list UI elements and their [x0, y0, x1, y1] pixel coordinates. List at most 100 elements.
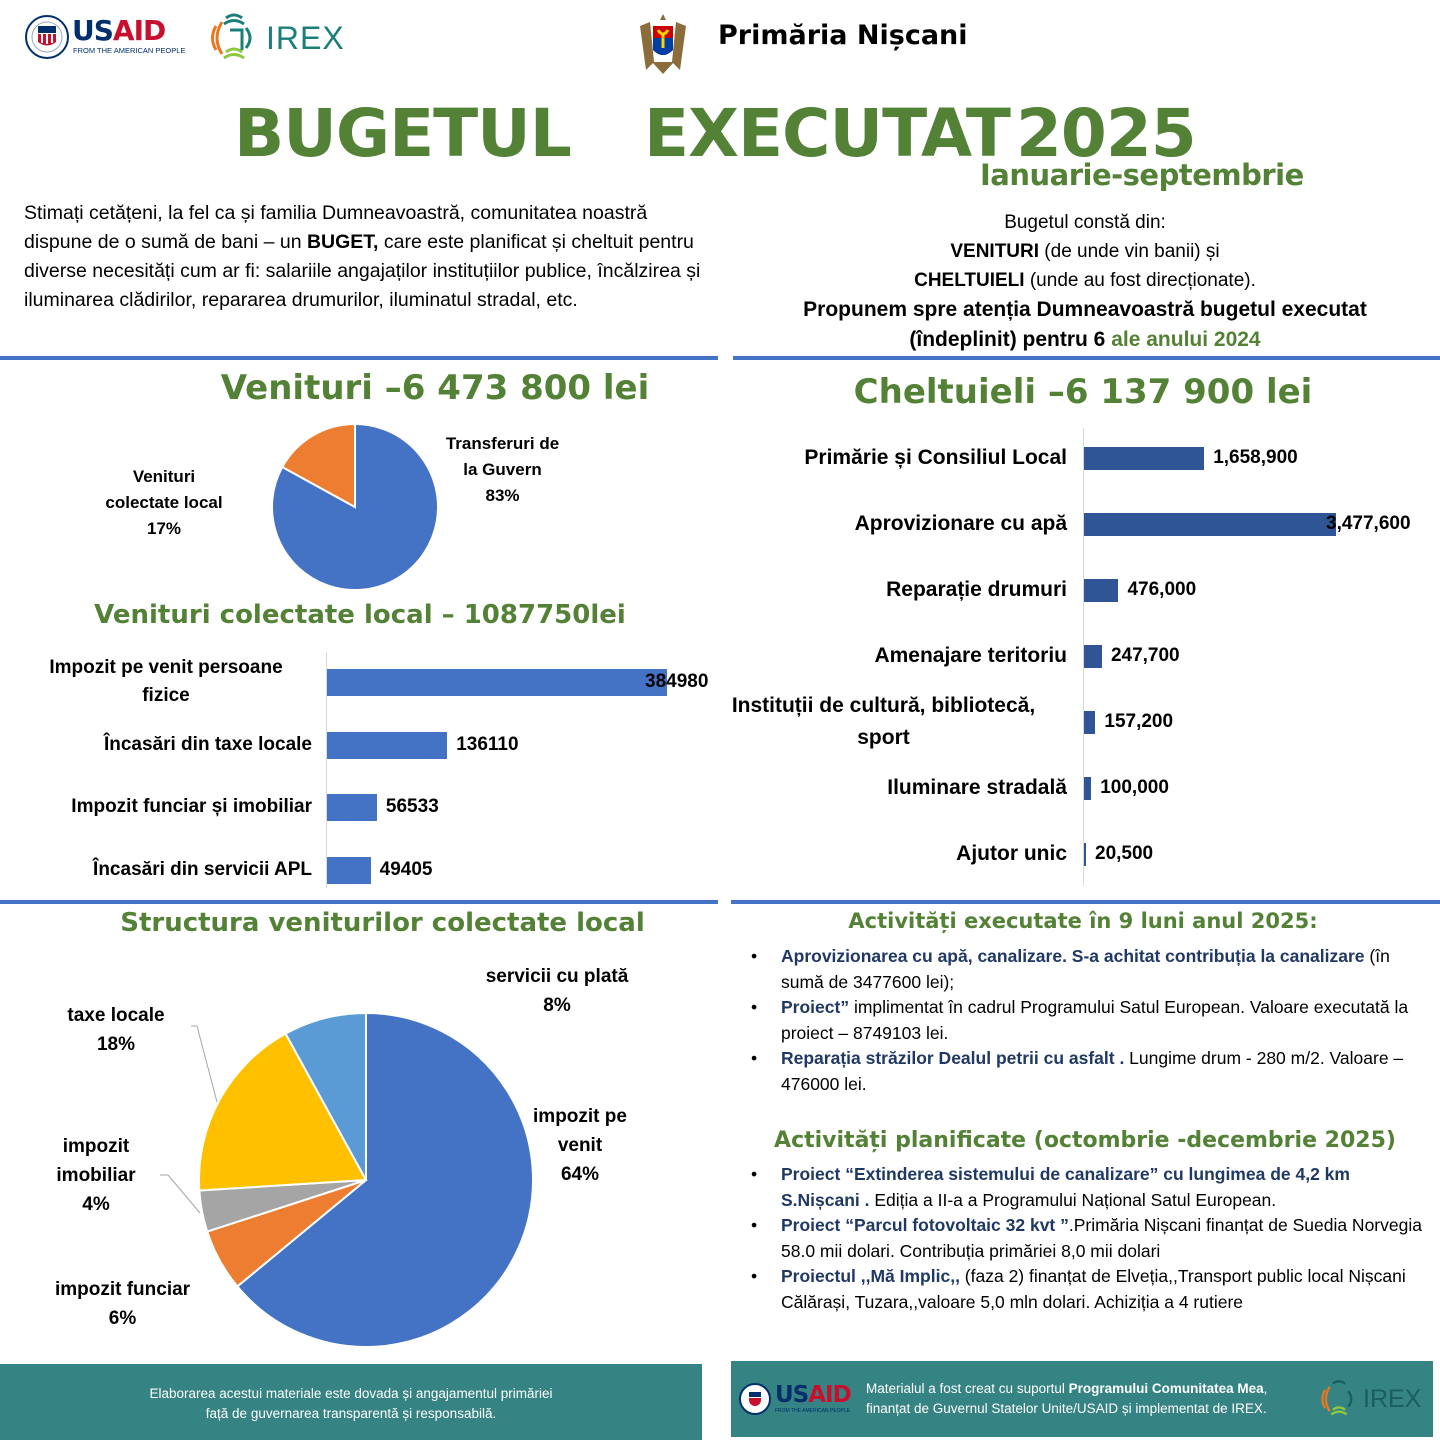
local-revenue-category-label: Impozit pe venit persoane fizice	[20, 654, 312, 710]
expenses-bar	[1084, 446, 1205, 470]
category-label-line: Amenajare teritoriu	[874, 644, 1067, 667]
local-revenue-value-label: 49405	[379, 859, 433, 880]
category-label-line: Încasări din taxe locale	[103, 734, 312, 755]
expenses-bar	[1084, 644, 1102, 668]
local-revenue-value-label: 56533	[385, 796, 439, 817]
pie-percent: 17%	[146, 519, 182, 538]
pie-label-line: imobiliar	[56, 1165, 136, 1186]
footer-credit-text: Materialul a fost creat cu suportul Prog…	[866, 1379, 1336, 1419]
local-revenue-bar	[327, 856, 371, 884]
category-label-line: fizice	[142, 685, 190, 706]
activity-text: Lungime drum - 280 m/2. Valoare – 476000…	[781, 1048, 1404, 1094]
budget-info-bold: CHELTUIELI	[914, 270, 1025, 291]
pie-label-line: colectate local	[105, 493, 223, 512]
bullet-icon: •	[751, 946, 758, 966]
footer-irex-wordmark: IREX	[1363, 1385, 1422, 1413]
activity-text: implimentat în cadrul Programului Satul …	[781, 997, 1409, 1043]
irex-wordmark: IREX	[266, 20, 345, 56]
expenses-bar	[1084, 578, 1119, 602]
category-label-line: sport	[857, 726, 910, 749]
intro-text: Stimați cetățeni, la fel ca și familia D…	[24, 202, 648, 253]
category-label-line: Impozit funciar și imobiliar	[71, 796, 312, 817]
footer-usaid-logo: USAID	[775, 1383, 852, 1407]
category-label-line: Iluminare stradală	[887, 776, 1067, 799]
expenses-bar	[1084, 512, 1336, 536]
local-revenue-bar	[327, 793, 377, 821]
intro-paragraph: Stimați cetățeni, la fel ca și familia D…	[24, 199, 704, 315]
expenses-bar	[1084, 710, 1096, 734]
activity-bold: Proiect “Extinderea sistemului de canali…	[781, 1164, 1350, 1210]
irex-logo: IREX	[208, 12, 344, 64]
budget-info-text: (unde au fost direcționate).	[1024, 270, 1256, 291]
budget-info: Bugetul constă din: VENITURI (de unde vi…	[735, 208, 1435, 355]
pie-label-line: impozit pe	[533, 1106, 627, 1127]
category-label-line: Reparație drumuri	[886, 578, 1067, 601]
activity-text: (faza 2) finanțat de Elveția,,Transport …	[781, 1266, 1406, 1312]
activities-planned-title: Activități planificate (octombrie -decem…	[774, 1128, 1396, 1153]
local-revenue-bar	[327, 668, 667, 696]
usaid-seal-icon	[739, 1383, 771, 1415]
list-item: • Proiect “Parcul fotovoltaic 32 kvt ”.Pr…	[749, 1213, 1429, 1264]
usaid-wordmark-aid: AID	[112, 14, 166, 47]
budget-info-line: VENITURI (de unde vin banii) și	[735, 237, 1435, 266]
category-label-line: Aprovizionare cu apă	[854, 512, 1067, 535]
category-label-line: Încasări din servicii APL	[93, 859, 312, 880]
pie-percent: 8%	[543, 995, 571, 1016]
bullet-icon: •	[751, 1266, 758, 1286]
period-subtitle: Ianuarie-septembrie	[980, 158, 1304, 192]
budget-info-bold: VENITURI	[950, 241, 1040, 262]
bullet-icon: •	[751, 1215, 758, 1235]
expenses-category-label: Aprovizionare cu apă	[700, 508, 1067, 540]
activities-planned-list: • Proiect “Extinderea sistemului de canal…	[749, 1162, 1429, 1315]
footer-text: față de guvernarea transparentă și respo…	[205, 1406, 497, 1421]
pie-percent: 18%	[96, 1034, 136, 1055]
local-revenue-bar	[327, 731, 448, 759]
title-word-year: 2025	[1016, 95, 1197, 172]
section-divider	[0, 356, 718, 360]
category-label-line: Ajutor unic	[956, 842, 1067, 865]
section-divider	[0, 900, 718, 904]
revenue-title: Venituri –6 473 800 lei	[220, 368, 650, 408]
footer-text: ,	[1263, 1381, 1268, 1396]
local-revenue-value-label: 136110	[456, 734, 519, 755]
list-item: • Reparația străzilor Dealul petrii cu as…	[749, 1046, 1429, 1097]
local-revenue-category-label: Impozit funciar și imobiliar	[20, 793, 312, 821]
structure-title: Structura veniturilor colectate local	[120, 908, 645, 938]
leader-line	[167, 1174, 201, 1214]
irex-mark-icon	[211, 13, 252, 60]
leader-line	[196, 1025, 218, 1103]
pie-label-paid-services: servicii cu plată 8%	[478, 962, 636, 1020]
category-label-line: Impozit pe venit persoane	[49, 657, 283, 678]
intro-bold: BUGET,	[306, 231, 379, 253]
expenses-category-label: Ajutor unic	[700, 838, 1067, 870]
budget-info-line: CHELTUIELI (unde au fost direcționate).	[735, 266, 1435, 295]
bullet-icon: •	[751, 1164, 758, 1184]
expenses-bar	[1084, 842, 1086, 866]
pie-label-line: impozit funciar	[54, 1279, 191, 1300]
pie-label-property-tax: impozit imobiliar 4%	[40, 1132, 152, 1219]
footer-text: Elaborarea acestui materiale este dovada…	[149, 1386, 553, 1401]
pie-label-line: Venituri	[132, 467, 196, 486]
activity-bold: Proiectul ,,Mă Implic,,	[781, 1266, 960, 1286]
pie-label-government-transfers: Transferuri de la Guvern 83%	[420, 431, 585, 509]
activity-bold: Reparația străzilor Dealul petrii cu asf…	[781, 1048, 1125, 1068]
pie-label-local-revenue: Venituri colectate local 17%	[84, 464, 244, 542]
structure-pie-chart	[160, 1011, 534, 1348]
footer-left: Elaborarea acestui materiale este dovada…	[0, 1364, 702, 1440]
bullet-icon: •	[751, 1048, 758, 1068]
footer-text: Materialul a fost creat cu suportul	[866, 1381, 1069, 1396]
usaid-seal-icon	[25, 15, 69, 59]
footer-bold: Programului Comunitatea Mea	[1068, 1381, 1264, 1396]
expenses-category-label: Amenajare teritoriu	[700, 640, 1067, 672]
intro-text-rest: care este planificat și cheltuit pentru …	[24, 231, 701, 311]
title-word-budget: BUGETUL	[234, 95, 572, 172]
pie-label-line: servicii cu plată	[485, 966, 629, 987]
bullet-icon: •	[751, 997, 758, 1017]
structure-pie-slice-0	[235, 1011, 534, 1348]
expenses-value-label: 100,000	[1100, 777, 1169, 798]
budget-info-green-text: ale anului 2024	[1111, 328, 1261, 351]
budget-info-text: (de unde vin banii) și	[1039, 241, 1220, 262]
coat-of-arms-icon	[638, 12, 688, 76]
footer-credit-line: finanțat de Guvernul Statelor Unite/USAI…	[866, 1401, 1267, 1416]
list-item: • Aprovizionarea cu apă, canalizare. S-a …	[749, 944, 1429, 995]
